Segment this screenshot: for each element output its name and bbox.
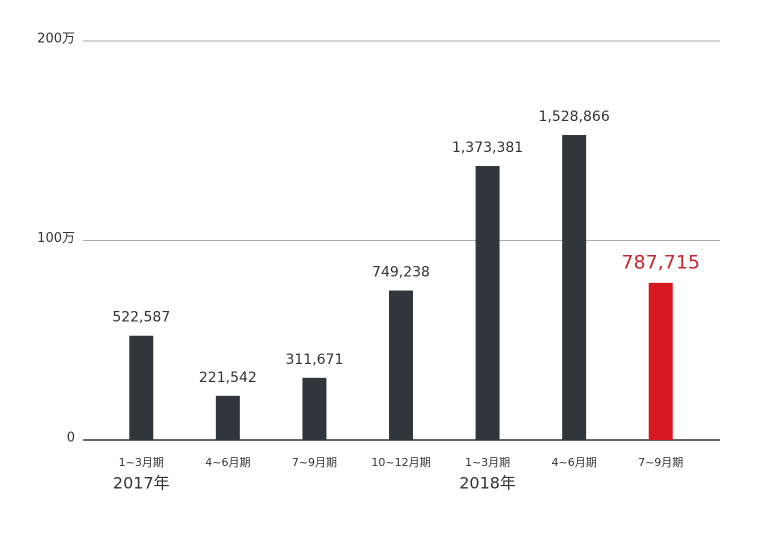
x-tick-label: 10~12月期 <box>371 456 430 469</box>
x-tick-label: 4~6月期 <box>552 456 597 469</box>
bar <box>215 395 240 440</box>
bar <box>389 290 413 440</box>
value-label: 1,528,866 <box>539 109 610 125</box>
bar <box>562 134 587 441</box>
value-label: 787,715 <box>621 251 700 273</box>
bar <box>648 282 673 440</box>
x-tick-label: 1~3月期 <box>465 456 510 469</box>
group-label: 2018年 <box>459 474 516 493</box>
x-tick-label: 1~3月期 <box>119 456 164 469</box>
group-label: 2017年 <box>113 474 170 493</box>
y-tick-label: 100万 <box>37 231 75 246</box>
bar <box>475 166 500 440</box>
bar <box>129 335 154 440</box>
y-tick-label: 0 <box>67 431 75 446</box>
x-tick-label: 4~6月期 <box>205 456 250 469</box>
value-label: 1,373,381 <box>452 140 523 156</box>
bar <box>302 377 327 440</box>
x-tick-label: 7~9月期 <box>638 456 683 469</box>
value-label: 311,671 <box>285 352 343 368</box>
x-tick-label: 7~9月期 <box>292 456 337 469</box>
value-label: 522,587 <box>112 310 170 326</box>
y-tick-label: 200万 <box>37 32 75 47</box>
value-label: 749,238 <box>372 265 430 281</box>
value-label: 221,542 <box>199 370 257 386</box>
